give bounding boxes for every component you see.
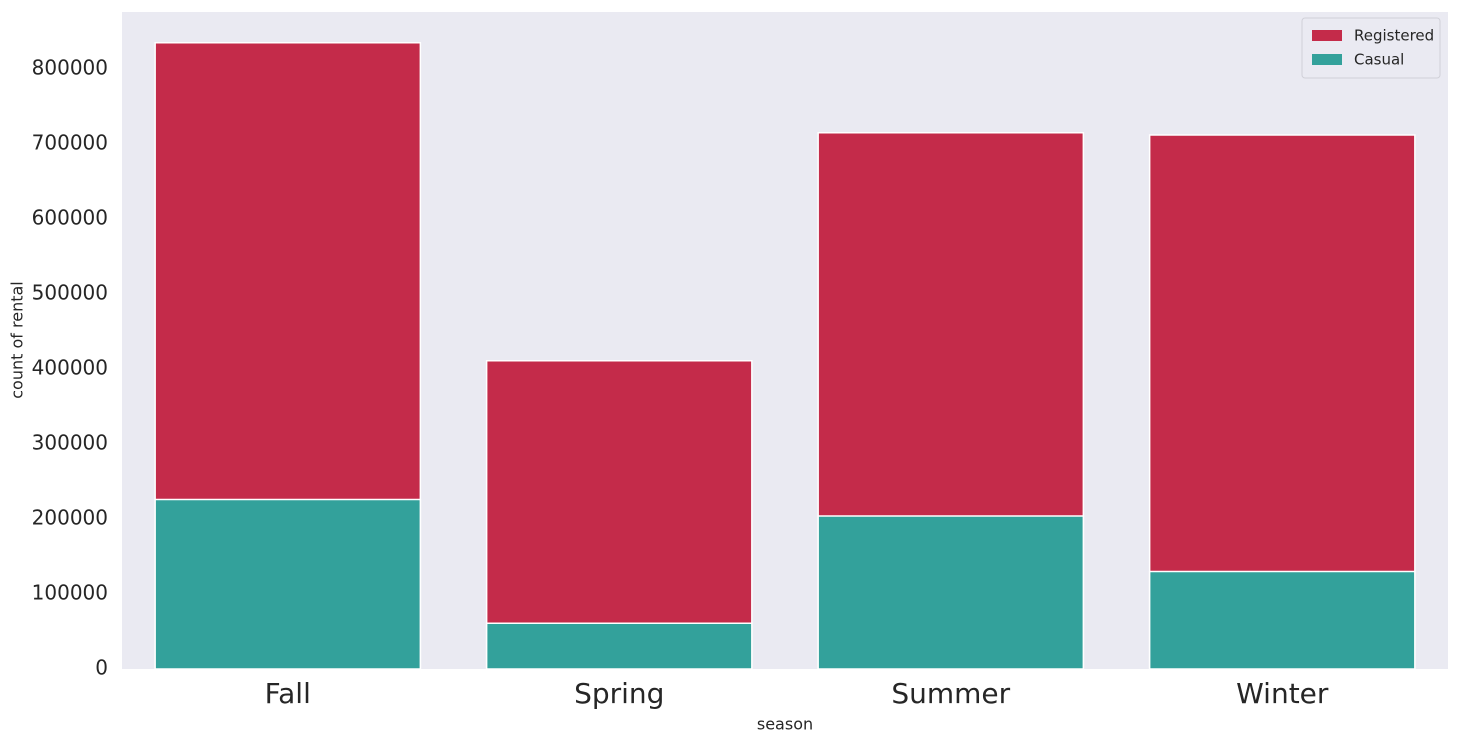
y-tick-label: 400000 (32, 356, 108, 380)
x-tick-label: Winter (1236, 677, 1329, 710)
y-tick-label: 600000 (32, 206, 108, 230)
bar (1148, 570, 1416, 670)
legend-swatch (1312, 30, 1342, 41)
x-tick-label: Fall (265, 677, 311, 710)
bar (485, 360, 753, 670)
y-tick-label: 300000 (32, 431, 108, 455)
x-tick-label: Spring (574, 677, 664, 710)
x-tick-label: Summer (891, 677, 1010, 710)
y-tick-label: 200000 (32, 506, 108, 530)
y-tick-label: 500000 (32, 281, 108, 305)
y-tick-label: 0 (95, 656, 108, 680)
y-tick-label: 100000 (32, 581, 108, 605)
legend: Registered Casual (1301, 17, 1441, 79)
bar (154, 498, 422, 670)
y-tick-label: 800000 (32, 56, 108, 80)
legend-swatch (1312, 54, 1342, 65)
x-axis-label: season (757, 715, 813, 734)
y-tick-label: 700000 (32, 131, 108, 155)
legend-label: Casual (1354, 51, 1404, 69)
bar (817, 515, 1085, 670)
y-axis-label: count of rental (8, 281, 27, 398)
bar (485, 622, 753, 670)
legend-label: Registered (1354, 27, 1434, 45)
